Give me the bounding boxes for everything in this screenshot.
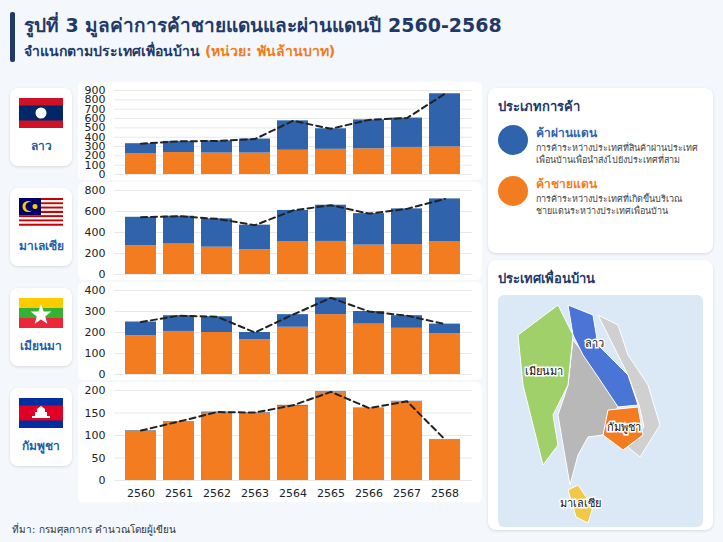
svg-text:2562: 2562	[203, 487, 231, 500]
svg-text:700: 700	[84, 102, 106, 116]
html-text:การค้าระหว่างประเทศที่เกิดขึ้น: การค้าระหว่างประเทศที่เกิดขึ้นบริเวณชายแ…	[536, 194, 682, 217]
svg-text:0: 0	[99, 368, 106, 380]
svg-text:กัมพูชา: กัมพูชา	[607, 421, 641, 434]
svg-text:0: 0	[99, 268, 106, 280]
svg-text:2565: 2565	[317, 487, 345, 500]
svg-text:100: 100	[84, 158, 106, 172]
svg-text:200: 200	[85, 247, 106, 260]
svg-text:ลาว: ลาว	[585, 337, 604, 350]
svg-text:900: 900	[85, 84, 106, 97]
html-text:ที่มา: กรมศุลกากร คำนวณโดยผู้เ: ที่มา: กรมศุลกากร คำนวณโดยผู้เขียน	[12, 524, 176, 535]
svg-text:2568: 2568	[431, 487, 459, 500]
svg-text:200: 200	[85, 326, 106, 339]
svg-text:2561: 2561	[165, 487, 193, 500]
svg-text:800: 800	[84, 93, 106, 107]
svg-text:300: 300	[85, 305, 106, 318]
svg-text:400: 400	[85, 226, 106, 239]
svg-text:2560: 2560	[127, 487, 155, 500]
svg-text:500: 500	[84, 121, 106, 135]
html-text:มาเลเซีย: มาเลเซีย	[18, 239, 64, 253]
html-text:รูปที่ 3 มูลค่าการค้าชายแดนและ: รูปที่ 3 มูลค่าการค้าชายแดนและผ่านแดนปี …	[24, 14, 502, 36]
svg-text:2564: 2564	[279, 487, 307, 500]
svg-text:200: 200	[84, 149, 106, 163]
html-text:ประเทศเพื่อนบ้าน: ประเทศเพื่อนบ้าน	[498, 271, 595, 286]
svg-text:0: 0	[98, 168, 106, 181]
svg-text:600: 600	[84, 112, 106, 125]
svg-text:2566: 2566	[355, 487, 383, 500]
html-text:ลาว: ลาว	[30, 139, 52, 153]
svg-text:400: 400	[85, 284, 106, 297]
svg-text:600: 600	[85, 205, 106, 218]
svg-text:2567: 2567	[393, 487, 421, 500]
svg-text:100: 100	[85, 347, 106, 360]
svg-text:0: 0	[99, 474, 106, 487]
svg-text:300: 300	[84, 140, 106, 153]
svg-text:100: 100	[85, 429, 106, 442]
svg-text:150: 150	[85, 407, 106, 420]
html-text:ประเภทการค้า: ประเภทการค้า	[498, 99, 580, 114]
html-text:ค้าผ่านแดน: ค้าผ่านแดน	[536, 126, 597, 140]
svg-text:800: 800	[85, 184, 106, 197]
html-text:กัมพูชา: กัมพูชา	[22, 439, 60, 453]
html-text:เมียนมา: เมียนมา	[20, 339, 62, 353]
html-text:จำแนกตามประเทศเพื่อนบ้าน (หน่ว: จำแนกตามประเทศเพื่อนบ้าน (หน่วย: พันล้าน…	[24, 43, 336, 59]
svg-text:200: 200	[85, 384, 106, 397]
svg-text:2563: 2563	[241, 487, 269, 500]
svg-text:50: 50	[92, 452, 106, 465]
html-text:การค้าระหว่างประเทศที่สินค้าผ่: การค้าระหว่างประเทศที่สินค้าผ่านประเทศเพ…	[536, 143, 698, 166]
html-text:ค้าชายแดน: ค้าชายแดน	[536, 177, 597, 192]
svg-text:400: 400	[84, 130, 106, 144]
svg-text:เมียนมา: เมียนมา	[525, 365, 563, 378]
svg-text:มาเลเซีย: มาเลเซีย	[560, 497, 601, 510]
